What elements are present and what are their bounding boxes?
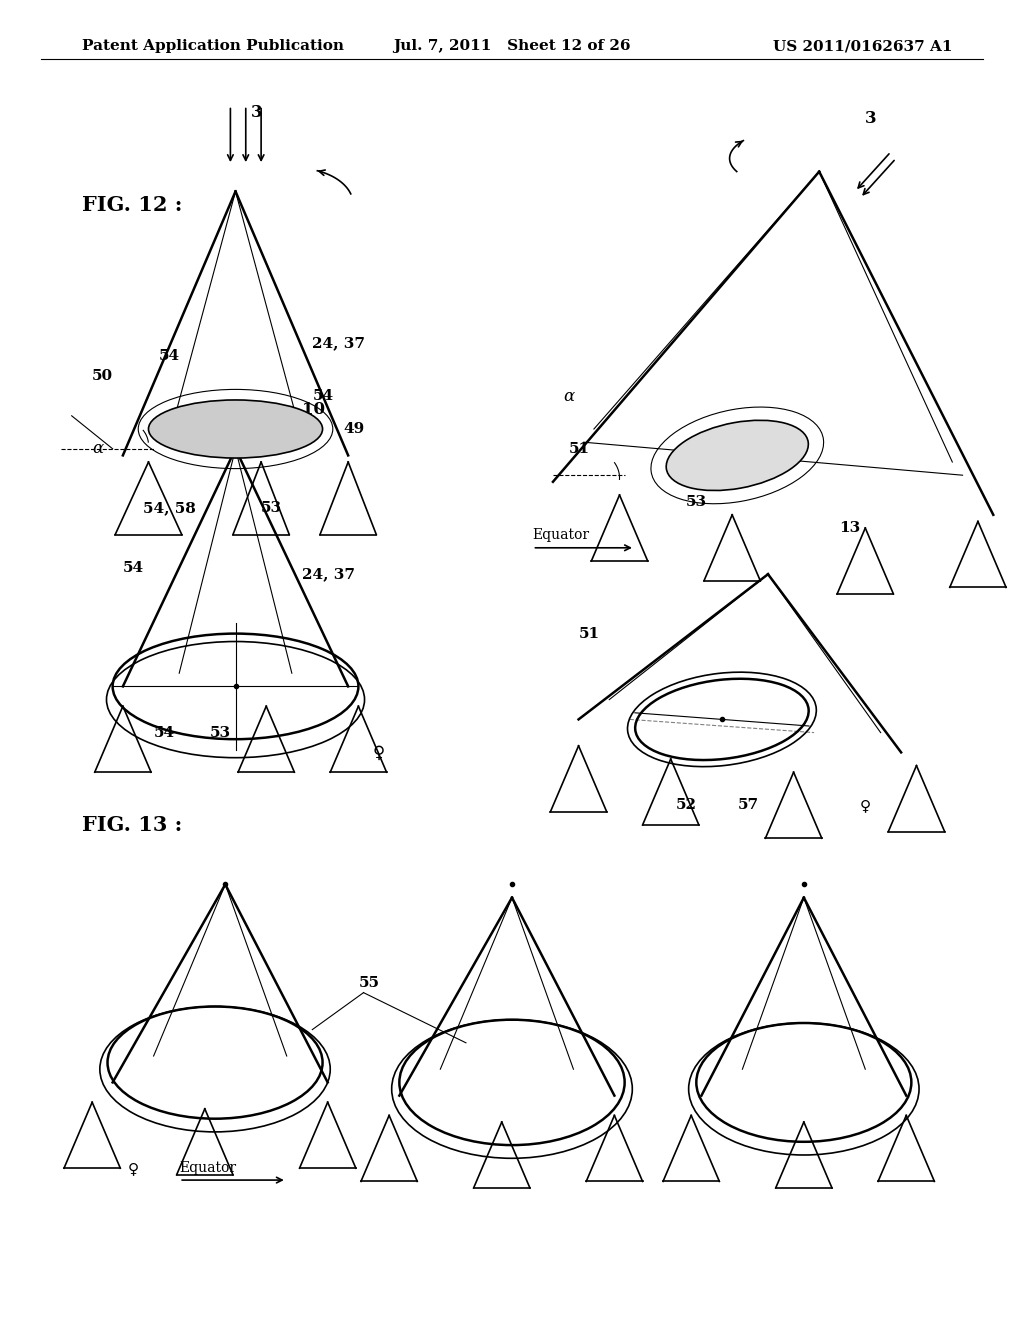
Text: 52: 52 xyxy=(676,799,697,812)
Text: 3: 3 xyxy=(251,104,262,120)
Text: 54: 54 xyxy=(159,350,180,363)
Text: 53: 53 xyxy=(261,502,283,515)
Ellipse shape xyxy=(667,420,808,491)
Text: Equator: Equator xyxy=(532,528,590,541)
Text: Equator: Equator xyxy=(179,1162,237,1175)
Text: 13: 13 xyxy=(840,521,861,535)
Text: US 2011/0162637 A1: US 2011/0162637 A1 xyxy=(773,40,952,53)
Text: 54: 54 xyxy=(154,726,175,739)
Text: 24, 37: 24, 37 xyxy=(312,337,366,350)
Text: FIG. 12 :: FIG. 12 : xyxy=(82,194,182,215)
Text: 10: 10 xyxy=(302,401,325,417)
Text: ♀: ♀ xyxy=(373,743,385,762)
Text: 54: 54 xyxy=(312,389,334,403)
Text: 57: 57 xyxy=(737,799,759,812)
Text: 50: 50 xyxy=(92,370,114,383)
Text: 55: 55 xyxy=(358,977,380,990)
Text: 24, 37: 24, 37 xyxy=(302,568,355,581)
Text: Jul. 7, 2011   Sheet 12 of 26: Jul. 7, 2011 Sheet 12 of 26 xyxy=(393,40,631,53)
Text: FIG. 13 :: FIG. 13 : xyxy=(82,814,182,836)
Text: 53: 53 xyxy=(210,726,231,739)
Text: Patent Application Publication: Patent Application Publication xyxy=(82,40,344,53)
Text: 54, 58: 54, 58 xyxy=(143,502,197,515)
Text: 3: 3 xyxy=(865,111,877,127)
Text: 54: 54 xyxy=(123,561,144,574)
Text: α: α xyxy=(563,388,574,404)
Text: 51: 51 xyxy=(579,627,600,640)
Text: 51: 51 xyxy=(568,442,590,455)
Text: ♀: ♀ xyxy=(128,1160,138,1176)
Text: 49: 49 xyxy=(343,422,365,436)
Text: ♀: ♀ xyxy=(860,797,870,813)
Text: α: α xyxy=(92,441,103,457)
Ellipse shape xyxy=(148,400,323,458)
Text: 53: 53 xyxy=(686,495,708,508)
